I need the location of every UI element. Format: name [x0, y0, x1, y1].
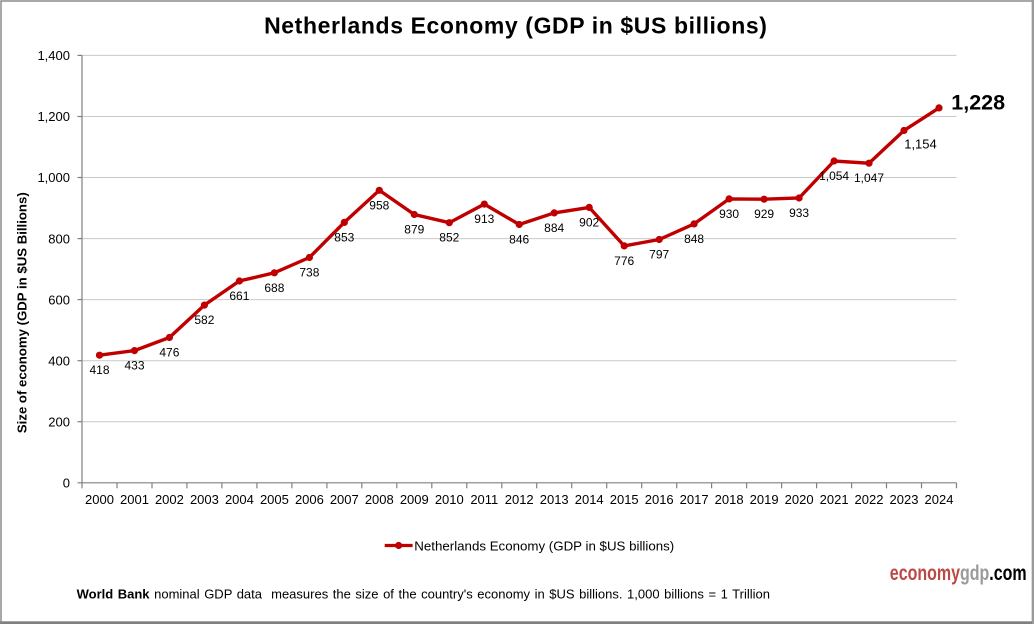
svg-text:2021: 2021	[820, 492, 849, 507]
svg-text:738: 738	[299, 266, 319, 280]
svg-text:582: 582	[194, 313, 214, 327]
svg-text:1,400: 1,400	[37, 48, 70, 63]
svg-text:800: 800	[48, 231, 70, 246]
svg-text:2017: 2017	[680, 492, 709, 507]
svg-text:797: 797	[649, 248, 669, 262]
svg-text:1,047: 1,047	[854, 171, 884, 185]
svg-text:0: 0	[63, 476, 70, 491]
svg-text:852: 852	[439, 231, 459, 245]
svg-text:2013: 2013	[540, 492, 569, 507]
svg-text:476: 476	[159, 346, 179, 360]
svg-text:933: 933	[789, 206, 809, 220]
svg-text:economygdp.com: economygdp.com	[890, 561, 1027, 585]
svg-text:930: 930	[719, 207, 739, 221]
svg-text:2023: 2023	[890, 492, 919, 507]
svg-text:400: 400	[48, 353, 70, 368]
svg-text:1,054: 1,054	[819, 169, 849, 183]
svg-text:2005: 2005	[260, 492, 289, 507]
svg-text:Netherlands Economy (GDP in $U: Netherlands Economy (GDP in $US billions…	[414, 538, 674, 553]
svg-text:2006: 2006	[295, 492, 324, 507]
svg-text:1,154: 1,154	[904, 137, 937, 152]
svg-text:1,000: 1,000	[37, 170, 70, 185]
svg-text:2004: 2004	[225, 492, 254, 507]
svg-text:661: 661	[229, 289, 249, 303]
svg-text:2002: 2002	[155, 492, 184, 507]
svg-text:2020: 2020	[785, 492, 814, 507]
svg-text:2001: 2001	[120, 492, 149, 507]
svg-text:2022: 2022	[855, 492, 884, 507]
svg-text:846: 846	[509, 233, 529, 247]
svg-text:688: 688	[264, 281, 284, 295]
svg-text:848: 848	[684, 232, 704, 246]
svg-text:433: 433	[124, 359, 144, 373]
svg-text:2014: 2014	[575, 492, 604, 507]
svg-text:2011: 2011	[470, 492, 498, 507]
svg-text:2015: 2015	[610, 492, 639, 507]
svg-text:2012: 2012	[505, 492, 534, 507]
svg-text:884: 884	[544, 221, 564, 235]
svg-text:Size of economy (GDP in $US Bi: Size of economy (GDP in $US Billions)	[14, 192, 29, 433]
svg-text:1,200: 1,200	[37, 109, 70, 124]
svg-text:2009: 2009	[400, 492, 429, 507]
svg-text:2016: 2016	[645, 492, 674, 507]
svg-text:2018: 2018	[715, 492, 744, 507]
svg-text:776: 776	[614, 254, 634, 268]
svg-text:902: 902	[579, 215, 599, 229]
svg-text:Netherlands Economy (GDP in $U: Netherlands Economy (GDP in $US billions…	[264, 13, 767, 39]
svg-text:200: 200	[48, 414, 70, 429]
svg-text:879: 879	[404, 223, 424, 237]
svg-text:2000: 2000	[85, 492, 114, 507]
svg-text:2003: 2003	[190, 492, 219, 507]
svg-text:1,228: 1,228	[951, 90, 1005, 114]
svg-text:2008: 2008	[365, 492, 394, 507]
svg-text:2010: 2010	[435, 492, 464, 507]
svg-text:418: 418	[89, 363, 109, 377]
svg-text:2024: 2024	[925, 492, 954, 507]
svg-text:853: 853	[334, 230, 354, 244]
svg-text:958: 958	[369, 198, 389, 212]
svg-text:2019: 2019	[750, 492, 779, 507]
svg-text:600: 600	[48, 292, 70, 307]
svg-text:929: 929	[754, 207, 774, 221]
svg-text:2007: 2007	[330, 492, 359, 507]
svg-text:913: 913	[474, 212, 494, 226]
svg-text:World Bank nominal GDP data m: World Bank nominal GDP data measures the…	[77, 587, 770, 602]
